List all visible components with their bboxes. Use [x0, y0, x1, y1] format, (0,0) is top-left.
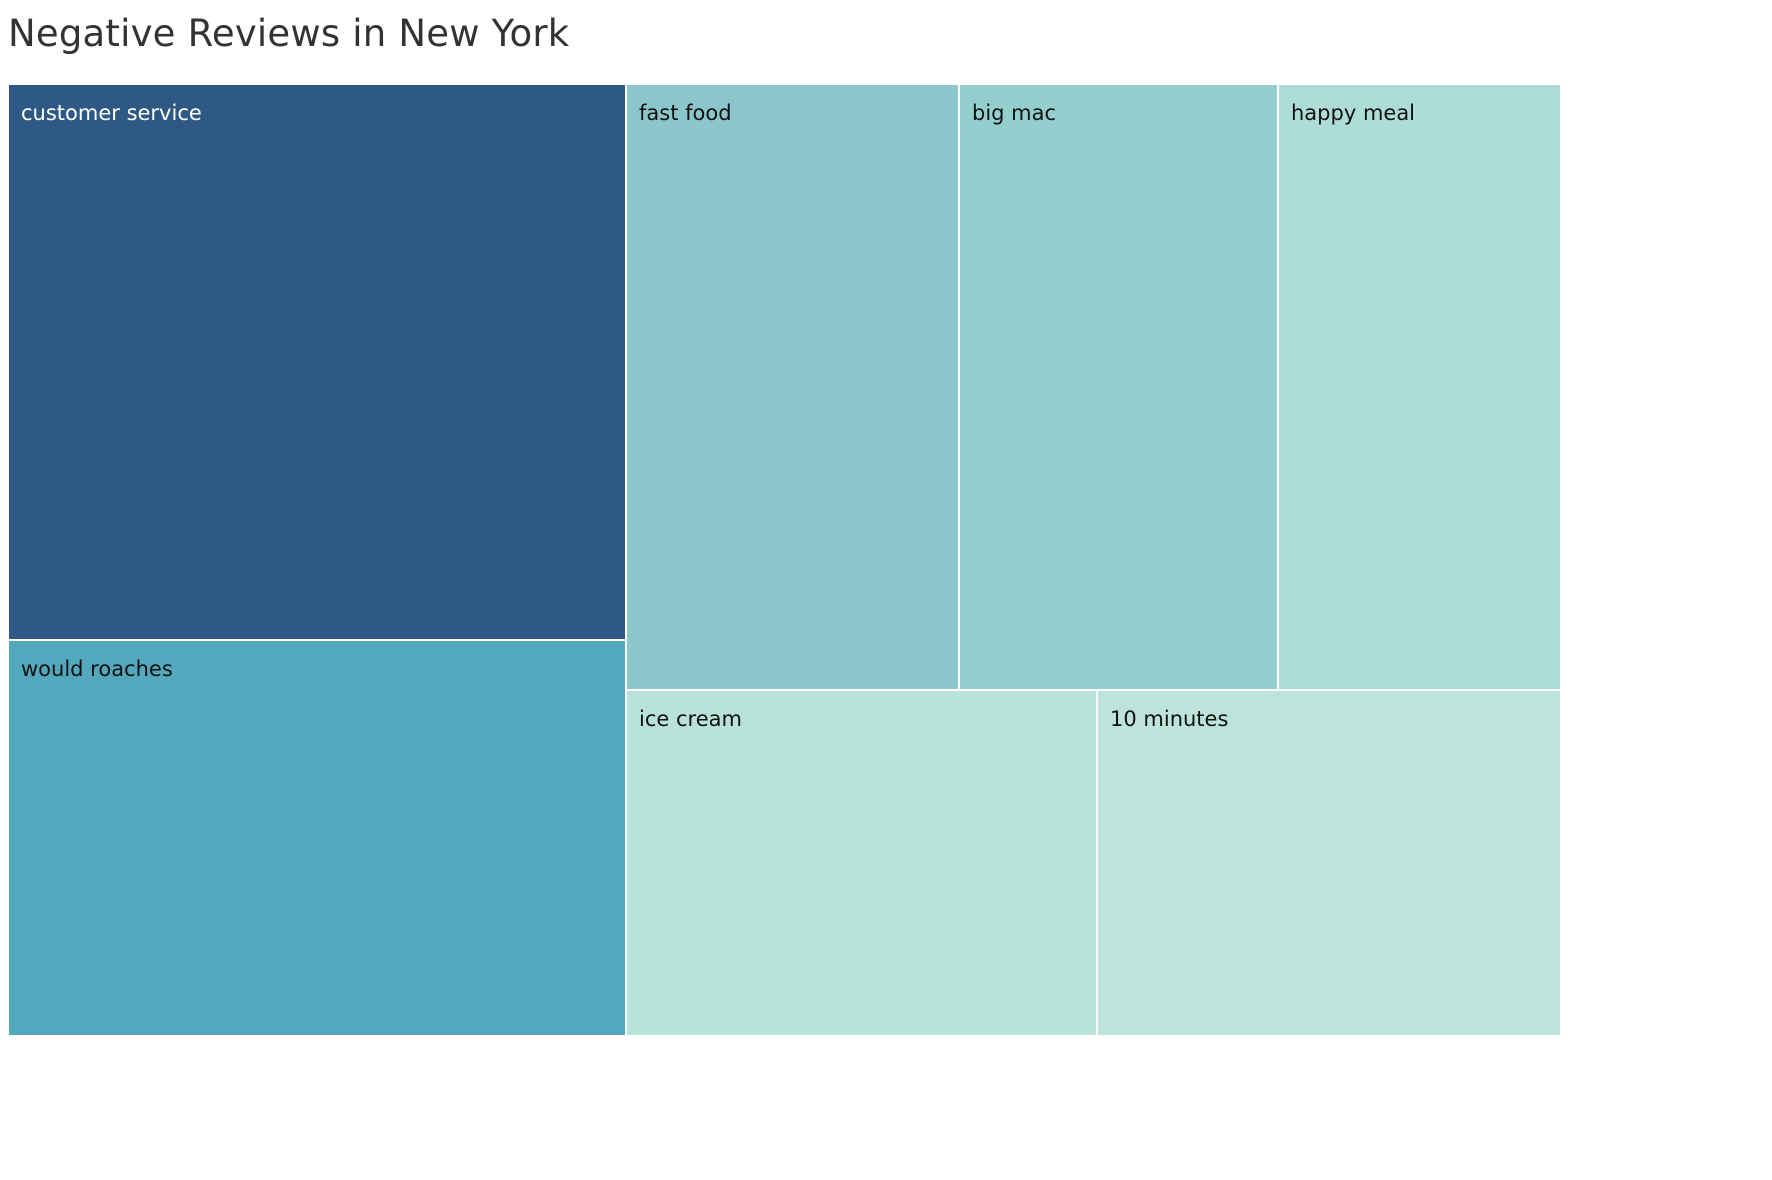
treemap-rect-big-mac[interactable] — [958, 84, 1279, 691]
treemap-rect-would-roaches[interactable] — [8, 639, 627, 1036]
treemap-rect-happy-meal[interactable] — [1277, 84, 1561, 691]
treemap-label-happy-meal: happy meal — [1291, 101, 1415, 125]
treemap-tile-customer-service[interactable]: customer service — [8, 84, 627, 641]
treemap-rect-customer-service[interactable] — [8, 84, 627, 641]
treemap-rect-fast-food[interactable] — [625, 84, 960, 691]
treemap-tile-10-minutes[interactable]: 10 minutes — [1096, 689, 1561, 1036]
treemap-label-fast-food: fast food — [639, 101, 732, 125]
treemap-label-big-mac: big mac — [972, 101, 1056, 125]
treemap-svg: customer service would roaches fast food bi… — [8, 84, 1561, 1036]
treemap-tile-would-roaches[interactable]: would roaches — [8, 639, 627, 1036]
treemap-rect-10-minutes[interactable] — [1096, 689, 1561, 1036]
treemap-chart: customer service would roaches fast food bi… — [8, 84, 1561, 1036]
treemap-label-customer-service: customer service — [21, 101, 202, 125]
treemap-tile-ice-cream[interactable]: ice cream — [625, 689, 1098, 1036]
treemap-tile-happy-meal[interactable]: happy meal — [1277, 84, 1561, 691]
treemap-label-ice-cream: ice cream — [639, 707, 742, 731]
treemap-label-10-minutes: 10 minutes — [1110, 707, 1228, 731]
chart-title: Negative Reviews in New York — [8, 12, 570, 55]
treemap-tile-fast-food[interactable]: fast food — [625, 84, 960, 691]
treemap-tile-big-mac[interactable]: big mac — [958, 84, 1279, 691]
treemap-rect-ice-cream[interactable] — [625, 689, 1098, 1036]
treemap-label-would-roaches: would roaches — [21, 657, 173, 681]
